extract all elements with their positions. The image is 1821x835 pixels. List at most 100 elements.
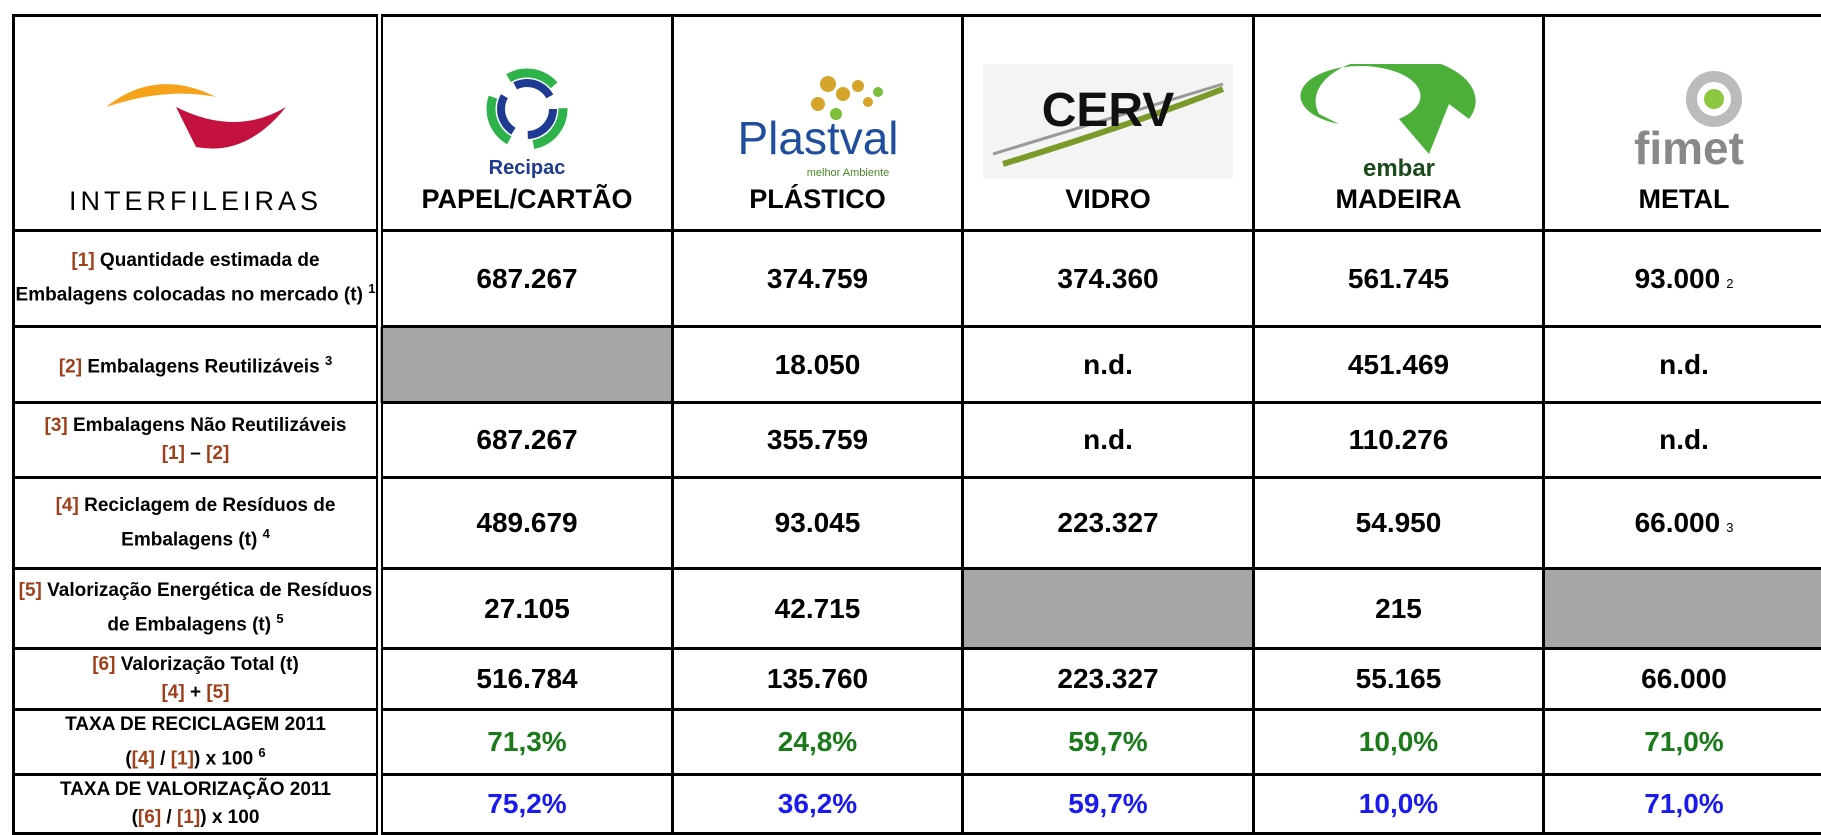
- row-label: [6] Valorização Total (t)[4] + [5]: [14, 649, 380, 710]
- logo-text: Plastval: [737, 112, 898, 164]
- header-cell: INTERFILEIRAS: [14, 16, 380, 231]
- cell: [380, 327, 673, 403]
- value: 374.759: [767, 263, 868, 294]
- value: 66.000: [1641, 663, 1727, 694]
- reference: [4]: [161, 682, 184, 703]
- value: n.d.: [1659, 349, 1709, 380]
- table: INTERFILEIRAS Recipac PAPEL/CARTÃO Plast…: [12, 14, 1821, 835]
- value: 59,7%: [1068, 788, 1147, 819]
- column-name: PLÁSTICO: [674, 184, 961, 215]
- value: 75,2%: [487, 788, 566, 819]
- cell: 59,7%: [963, 710, 1254, 775]
- row: [6] Valorização Total (t)[4] + [5]516.78…: [14, 649, 1821, 710]
- cell: 355.759: [673, 403, 963, 478]
- cell: 135.760: [673, 649, 963, 710]
- logo-text: Recipac: [489, 157, 566, 179]
- cell: 10,0%: [1254, 775, 1544, 834]
- label-text: ) x 100: [200, 807, 259, 828]
- cell: 687.267: [380, 403, 673, 478]
- row-label: TAXA DE VALORIZAÇÃO 2011([6] / [1]) x 10…: [14, 775, 380, 834]
- value: 516.784: [476, 663, 577, 694]
- row-label: [5] Valorização Energética de Resíduos d…: [14, 569, 380, 649]
- cell: 215: [1254, 569, 1544, 649]
- logo-text: CERV: [1042, 84, 1175, 137]
- row-label: TAXA DE RECICLAGEM 2011([4] / [1]) x 100…: [14, 710, 380, 775]
- cell: 374.360: [963, 231, 1254, 327]
- reference: [2]: [59, 357, 82, 378]
- cell: 110.276: [1254, 403, 1544, 478]
- cell: 687.267: [380, 231, 673, 327]
- reference: [5]: [19, 580, 42, 601]
- reference: [5]: [206, 682, 229, 703]
- logo: Plastval melhor Ambiente: [718, 64, 918, 184]
- cell: 71,0%: [1544, 775, 1821, 834]
- value: 93.045: [775, 507, 861, 538]
- column-name: PAPEL/CARTÃO: [383, 184, 671, 215]
- reference: [1]: [177, 807, 200, 828]
- value: 489.679: [476, 507, 577, 538]
- cell: 55.165: [1254, 649, 1544, 710]
- row-label: [2] Embalagens Reutilizáveis 3: [14, 327, 380, 403]
- reference: [4]: [132, 748, 155, 769]
- cell: 489.679: [380, 478, 673, 569]
- header-row: INTERFILEIRAS Recipac PAPEL/CARTÃO Plast…: [14, 16, 1821, 231]
- value: n.d.: [1083, 349, 1133, 380]
- cell: 66.000: [1544, 649, 1821, 710]
- cell: 10,0%: [1254, 710, 1544, 775]
- value: 110.276: [1349, 424, 1449, 455]
- value: 215: [1375, 593, 1422, 624]
- label-text: Valorização Energética de Resíduos de Em…: [42, 580, 373, 635]
- label-text: –: [185, 443, 206, 464]
- row-label: [1] Quantidade estimada de Embalagens co…: [14, 231, 380, 327]
- row: [5] Valorização Energética de Resíduos d…: [14, 569, 1821, 649]
- cell: 374.759: [673, 231, 963, 327]
- logo: fimet: [1594, 64, 1774, 184]
- value: 93.000: [1635, 263, 1721, 294]
- cell: 36,2%: [673, 775, 963, 834]
- value: 42.715: [775, 593, 861, 624]
- label-text: ) x 100: [194, 748, 253, 769]
- reference: [6]: [92, 654, 115, 675]
- value: 24,8%: [778, 726, 857, 757]
- footnote: 1: [368, 281, 375, 296]
- logo-tagline: melhor Ambiente: [806, 167, 889, 179]
- reference: [1]: [171, 748, 194, 769]
- row: [4] Reciclagem de Resíduos de Embalagens…: [14, 478, 1821, 569]
- cell: 59,7%: [963, 775, 1254, 834]
- footnote: 6: [258, 745, 265, 760]
- value: 355.759: [767, 424, 868, 455]
- cell: 18.050: [673, 327, 963, 403]
- value: 223.327: [1057, 663, 1158, 694]
- footnote: 5: [276, 611, 283, 626]
- cell: 223.327: [963, 478, 1254, 569]
- footnote: 4: [263, 526, 270, 541]
- value: 55.165: [1356, 663, 1442, 694]
- logo: Recipac: [467, 64, 587, 184]
- column-name: VIDRO: [964, 184, 1252, 215]
- header-cell: Recipac PAPEL/CARTÃO: [380, 16, 673, 231]
- label-text: TAXA DE VALORIZAÇÃO 2011: [60, 779, 331, 800]
- cell: n.d.: [963, 327, 1254, 403]
- label-text: Valorização Total (t): [115, 654, 298, 675]
- value: 71,3%: [487, 726, 566, 757]
- reference: [1]: [71, 250, 94, 271]
- cell: [1544, 569, 1821, 649]
- value: 71,0%: [1644, 788, 1723, 819]
- cell: 54.950: [1254, 478, 1544, 569]
- header-cell: CERV VIDRO: [963, 16, 1254, 231]
- value: 687.267: [476, 263, 577, 294]
- header-cell: embar MADEIRA: [1254, 16, 1544, 231]
- value: 18.050: [775, 349, 861, 380]
- cell: 71,0%: [1544, 710, 1821, 775]
- cell: 561.745: [1254, 231, 1544, 327]
- cell: 516.784: [380, 649, 673, 710]
- header-cell: Plastval melhor Ambiente PLÁSTICO: [673, 16, 963, 231]
- label-text: /: [161, 807, 177, 828]
- column-name: MADEIRA: [1255, 184, 1542, 215]
- cell: 71,3%: [380, 710, 673, 775]
- value: 451.469: [1348, 349, 1449, 380]
- logo: [96, 67, 296, 157]
- cell: [963, 569, 1254, 649]
- row-label: [4] Reciclagem de Resíduos de Embalagens…: [14, 478, 380, 569]
- cell: 27.105: [380, 569, 673, 649]
